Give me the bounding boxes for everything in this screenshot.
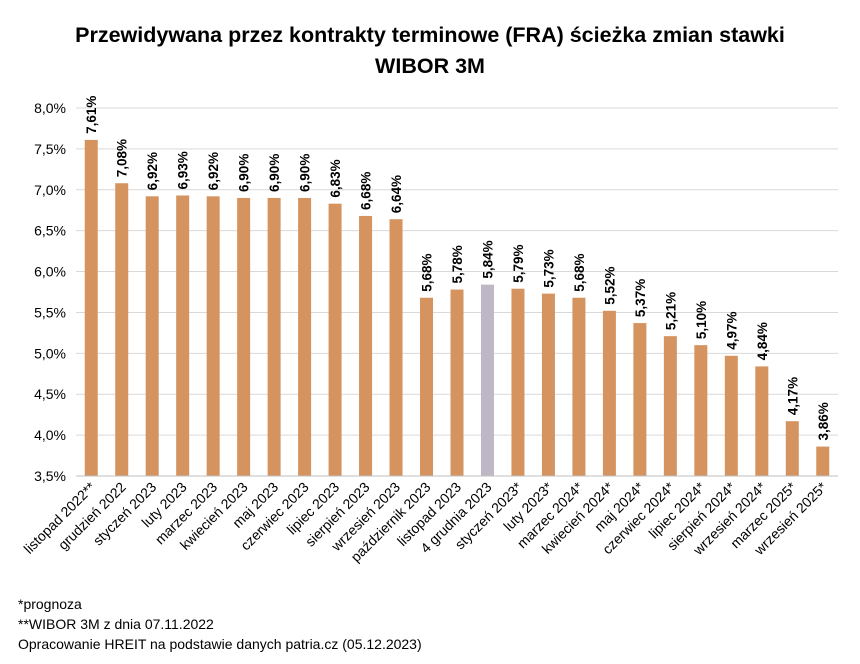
data-label: 4,17% [785,377,800,415]
data-label: 6,93% [176,151,191,189]
y-tick-label: 5,0% [34,345,66,361]
bar [237,197,251,476]
chart-title-line-2: WIBOR 3M [375,54,485,78]
y-tick-label: 6,5% [34,223,66,239]
data-label: 5,21% [663,292,678,330]
data-label: 6,90% [267,154,282,192]
bar [511,288,525,476]
y-tick-label: 5,5% [34,304,66,320]
bar [115,183,129,477]
data-label: 5,10% [694,301,709,339]
bar [633,323,647,476]
bar [572,297,586,476]
bar [298,197,312,476]
data-label: 4,97% [724,312,739,350]
bar [267,197,281,476]
y-tick-label: 4,0% [34,427,66,443]
data-label: 6,92% [145,152,160,190]
y-tick-label: 8,0% [34,100,66,116]
data-label: 6,83% [328,159,343,197]
footnote-wibor-date: **WIBOR 3M z dnia 07.11.2022 [18,616,214,632]
bar [541,293,555,476]
y-tick-label: 7,0% [34,182,66,198]
data-label: 6,68% [359,172,374,210]
bar [389,219,403,476]
bar [206,196,220,476]
bar [359,215,373,477]
data-label: 5,37% [633,279,648,317]
data-label: 4,84% [755,322,770,360]
data-label: 5,68% [572,253,587,291]
data-label: 5,52% [602,267,617,305]
data-label: 6,90% [237,154,252,192]
bar [420,297,434,476]
data-label: 5,68% [420,253,435,291]
y-tick-label: 4,5% [34,386,66,402]
bar [663,336,677,476]
y-tick-label: 7,5% [34,141,66,157]
chart-title-line-1: Przewidywana przez kontrakty terminowe (… [75,23,785,47]
y-tick-label: 6,0% [34,264,66,280]
data-label: 6,90% [298,154,313,192]
bar [450,289,464,476]
bar [480,284,494,476]
bar [785,421,799,476]
bar [145,196,159,476]
bar [328,203,342,476]
data-label: 5,73% [541,249,556,287]
footnote-forecast: *prognoza [18,596,82,612]
data-label: 7,08% [115,139,130,177]
bar [724,355,738,476]
data-label: 6,64% [389,175,404,213]
chart-title: Przewidywana przez kontrakty terminowe (… [0,20,860,82]
data-label: 5,84% [480,240,495,278]
data-label: 5,79% [511,244,526,282]
bar [84,139,98,477]
bar [755,366,769,476]
bar [816,446,830,476]
data-label: 5,78% [450,245,465,283]
bar [176,195,190,476]
bar-chart: 3,5% 4,0% 4,5% 5,0% 5,5% 6,0% 6,5% 7,0% 7,5% 8,0%… [20,96,838,565]
bar [602,310,616,476]
bar [694,345,708,476]
data-label: 6,92% [206,152,221,190]
data-label: 3,86% [816,402,831,440]
footnote-source: Opracowanie HREIT na podstawie danych pa… [18,636,422,652]
data-label: 7,61% [84,96,99,134]
y-tick-label: 3,5% [34,468,66,484]
footnotes: *prognoza **WIBOR 3M z dnia 07.11.2022 O… [18,594,422,654]
